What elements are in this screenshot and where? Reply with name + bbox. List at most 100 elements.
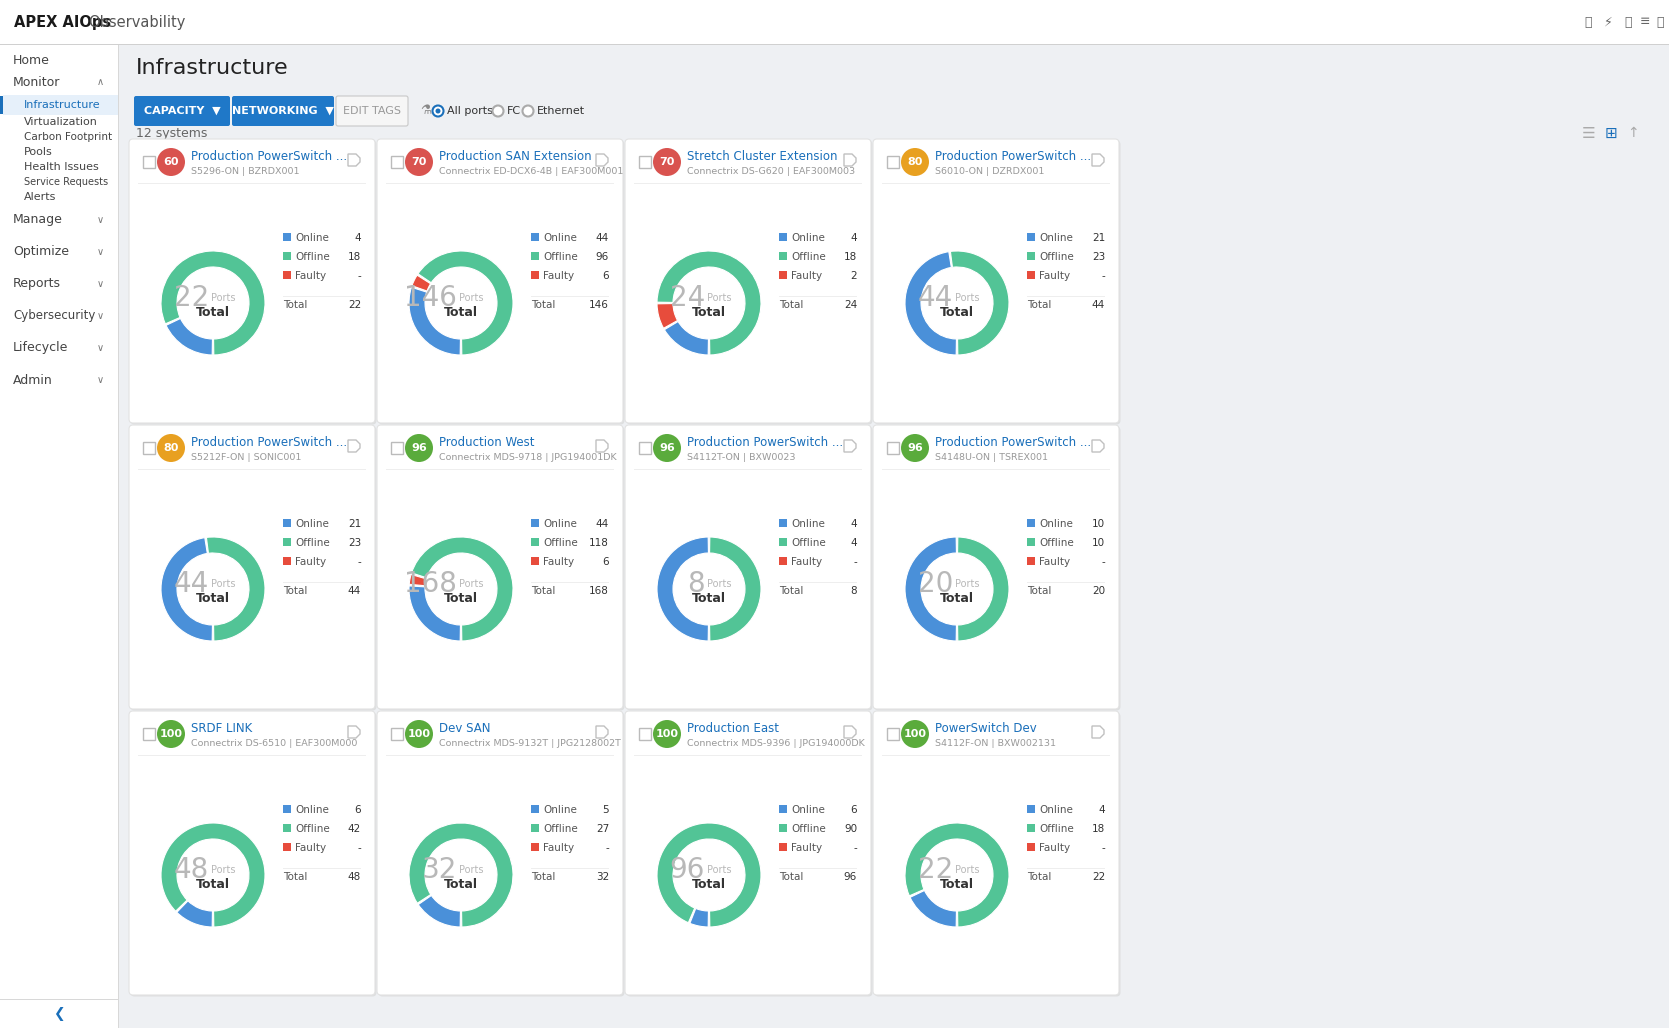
- Text: 2: 2: [851, 271, 856, 281]
- Bar: [531, 843, 539, 851]
- Text: 24: 24: [669, 284, 704, 313]
- Text: Dev SAN: Dev SAN: [439, 722, 491, 734]
- FancyBboxPatch shape: [379, 712, 624, 996]
- Bar: [779, 519, 788, 527]
- Text: Ports: Ports: [955, 865, 980, 875]
- Text: Infrastructure: Infrastructure: [23, 100, 100, 110]
- Bar: [779, 557, 788, 565]
- FancyBboxPatch shape: [377, 139, 623, 423]
- Bar: [391, 728, 402, 740]
- Wedge shape: [689, 909, 708, 927]
- Text: 42: 42: [347, 824, 361, 834]
- Text: -: -: [1102, 557, 1105, 567]
- Text: S5296-ON | BZRDX001: S5296-ON | BZRDX001: [190, 167, 299, 176]
- Text: APEX AIOps: APEX AIOps: [13, 14, 112, 30]
- Bar: [779, 233, 788, 241]
- Text: -: -: [1102, 271, 1105, 281]
- FancyBboxPatch shape: [377, 711, 623, 995]
- Text: ⏰: ⏰: [1656, 15, 1664, 29]
- Text: 146: 146: [404, 284, 457, 313]
- Text: Ports: Ports: [708, 293, 731, 303]
- Text: Total: Total: [940, 592, 975, 605]
- FancyBboxPatch shape: [624, 139, 871, 423]
- FancyBboxPatch shape: [875, 712, 1120, 996]
- Text: Service Requests: Service Requests: [23, 177, 108, 187]
- Text: ❮: ❮: [53, 1007, 65, 1021]
- Bar: [1026, 519, 1035, 527]
- Text: Total: Total: [940, 306, 975, 320]
- Bar: [1026, 824, 1035, 832]
- FancyBboxPatch shape: [130, 712, 377, 996]
- Text: Carbon Footprint: Carbon Footprint: [23, 132, 112, 142]
- Text: 8: 8: [851, 586, 856, 596]
- Text: Total: Total: [531, 872, 556, 882]
- Text: S6010-ON | DZRDX001: S6010-ON | DZRDX001: [935, 167, 1045, 176]
- Text: 168: 168: [589, 586, 609, 596]
- Text: 32: 32: [596, 872, 609, 882]
- Wedge shape: [160, 823, 265, 927]
- Text: Total: Total: [1026, 300, 1051, 310]
- Bar: [284, 519, 290, 527]
- Text: ∧: ∧: [97, 77, 103, 87]
- Text: 80: 80: [908, 157, 923, 167]
- Text: Total: Total: [195, 592, 230, 605]
- Bar: [284, 271, 290, 279]
- Bar: [0, 45, 118, 1028]
- Text: 100: 100: [903, 729, 926, 739]
- Text: ∨: ∨: [97, 215, 103, 225]
- Wedge shape: [709, 537, 761, 641]
- Text: 118: 118: [589, 538, 609, 548]
- Text: Production PowerSwitch ...: Production PowerSwitch ...: [935, 436, 1092, 448]
- Text: 27: 27: [596, 824, 609, 834]
- Text: 44: 44: [918, 284, 953, 313]
- Text: Total: Total: [940, 879, 975, 891]
- FancyBboxPatch shape: [130, 427, 377, 710]
- Text: ∨: ∨: [97, 247, 103, 257]
- Text: Connectrix MDS-9718 | JPG194001DK: Connectrix MDS-9718 | JPG194001DK: [439, 452, 616, 462]
- Text: ∨: ∨: [97, 311, 103, 321]
- Wedge shape: [905, 252, 956, 355]
- Text: Online: Online: [295, 805, 329, 815]
- Text: 100: 100: [160, 729, 182, 739]
- Text: Online: Online: [295, 233, 329, 243]
- Text: Offline: Offline: [542, 824, 577, 834]
- Text: 12 systems: 12 systems: [135, 126, 207, 140]
- Text: Offline: Offline: [295, 252, 330, 262]
- Wedge shape: [409, 575, 427, 586]
- Text: Optimize: Optimize: [13, 246, 68, 258]
- Circle shape: [653, 434, 681, 462]
- Text: Ethernet: Ethernet: [537, 106, 586, 116]
- FancyBboxPatch shape: [624, 711, 871, 995]
- Bar: [531, 271, 539, 279]
- Text: Faulty: Faulty: [542, 557, 574, 567]
- Text: EDIT TAGS: EDIT TAGS: [344, 106, 401, 116]
- Text: Faulty: Faulty: [295, 843, 325, 853]
- Text: -: -: [357, 271, 361, 281]
- Text: 8: 8: [688, 570, 704, 598]
- Text: Online: Online: [791, 805, 824, 815]
- Text: ⚗: ⚗: [421, 105, 431, 117]
- Text: 18: 18: [1092, 824, 1105, 834]
- Circle shape: [157, 434, 185, 462]
- Bar: [144, 156, 155, 168]
- Text: 21: 21: [1092, 233, 1105, 243]
- Circle shape: [901, 148, 930, 176]
- Text: Manage: Manage: [13, 214, 63, 226]
- Text: 18: 18: [347, 252, 361, 262]
- Text: 22: 22: [918, 856, 953, 884]
- Text: Faulty: Faulty: [295, 557, 325, 567]
- Text: FC: FC: [507, 106, 521, 116]
- Wedge shape: [958, 537, 1010, 641]
- Wedge shape: [658, 303, 678, 328]
- Text: 6: 6: [851, 805, 856, 815]
- Text: Faulty: Faulty: [295, 271, 325, 281]
- Bar: [886, 728, 900, 740]
- Text: Online: Online: [542, 233, 577, 243]
- Text: 22: 22: [1092, 872, 1105, 882]
- Text: Production PowerSwitch ...: Production PowerSwitch ...: [935, 149, 1092, 162]
- FancyBboxPatch shape: [130, 141, 377, 425]
- Circle shape: [901, 434, 930, 462]
- Bar: [284, 824, 290, 832]
- Text: 44: 44: [347, 586, 361, 596]
- Text: Ports: Ports: [955, 579, 980, 589]
